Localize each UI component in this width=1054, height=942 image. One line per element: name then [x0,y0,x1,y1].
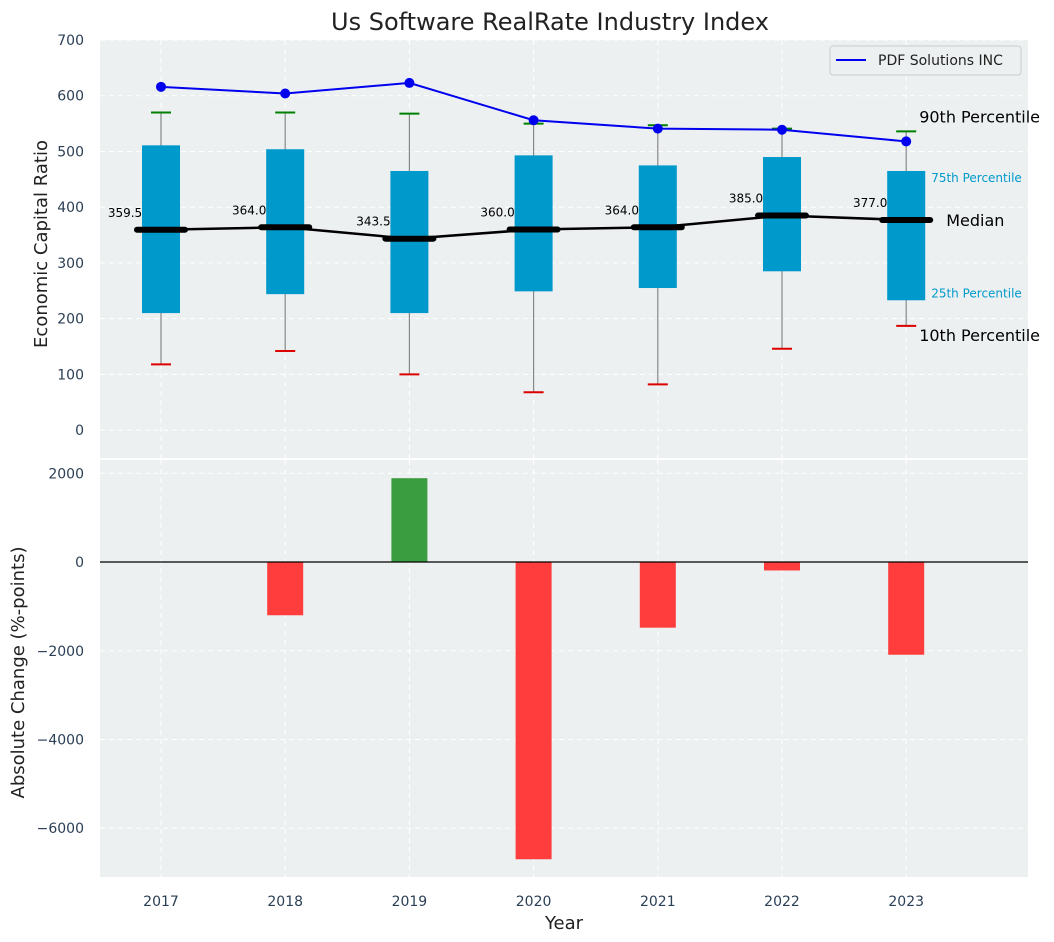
x-tick-label: 2022 [764,894,800,910]
legend-box [829,45,1022,76]
iqr-box [514,155,553,292]
x-ticks: 2017 2018 2019 2020 2021 2022 2023 [143,894,924,910]
top-y-tick-label: 700 [57,33,84,49]
bottom-y-tick-label: −6000 [37,821,84,837]
x-tick-label: 2020 [516,894,552,910]
top-y-tick-label: 100 [57,367,84,383]
company-point [404,77,415,88]
x-tick-label: 2021 [640,894,676,910]
legend: PDF Solutions INC [829,45,1022,76]
change-bar [267,562,304,616]
bottom-y-tick-label: 0 [75,555,84,571]
top-y-tick-label: 600 [57,89,84,105]
company-point [528,115,539,126]
iqr-box [266,149,305,295]
top-plot-background [100,40,1028,458]
change-bar [764,562,800,571]
bottom-y-tick-label: −2000 [37,644,84,660]
bottom-y-axis-label: Absolute Change (%-points) [8,547,29,799]
p75-annotation: 75th Percentile [931,171,1022,185]
top-y-tick-label: 500 [57,144,84,160]
change-bar [888,562,925,655]
bottom-panel: −6000 −4000 −2000 0 2000 2017 2018 2019 2020 202… [37,460,1028,910]
bottom-y-tick-label: −4000 [37,732,84,748]
p90-annotation: 90th Percentile [919,107,1040,126]
company-point [652,123,663,134]
median-value-label: 385.0 [729,192,763,206]
company-point [156,81,166,92]
company-series [156,77,912,147]
medians: 359.5 364.0 343.5 360.0 364.0 385.0 377.0 [108,192,934,242]
median-value-label: 377.0 [853,196,887,210]
top-panel: 0 100 200 300 400 500 600 700 359.5 364.0 343.5 36… [57,33,1040,460]
bottom-y-tick-label: 2000 [48,466,84,482]
top-y-ticks: 0 100 200 300 400 500 600 700 [57,33,84,439]
x-axis-label: Year [544,913,584,934]
top-y-tick-label: 300 [57,256,84,272]
median-value-label: 364.0 [232,203,266,217]
company-point [901,136,912,147]
median-value-label: 360.0 [480,205,514,219]
bottom-y-ticks: −6000 −4000 −2000 0 2000 [37,466,84,837]
change-bar [391,478,428,563]
median-value-label: 343.5 [356,215,390,229]
company-point [777,124,787,135]
p10-annotation: 10th Percentile [919,326,1040,345]
iqr-box [887,170,926,301]
change-bar [639,562,676,628]
median-value-label: 359.5 [108,206,142,220]
x-tick-label: 2023 [888,894,924,910]
iqr-box [390,170,429,314]
percentile-annotations: 90th Percentile 75th Percentile Median 25th… [919,107,1040,345]
top-y-tick-label: 0 [75,423,84,439]
median-annotation: Median [946,211,1004,230]
p25-annotation: 25th Percentile [931,286,1022,300]
chart-title: Us Software RealRate Industry Index [331,8,769,36]
change-bars [100,478,1028,860]
change-bar [515,562,552,860]
x-tick-label: 2019 [392,894,428,910]
bottom-plot-background [100,460,1028,877]
x-tick-label: 2018 [267,894,303,910]
median-value-label: 364.0 [605,203,639,217]
legend-label: PDF Solutions INC [878,53,1003,69]
top-y-tick-label: 200 [57,312,84,328]
x-tick-label: 2017 [143,894,179,910]
top-y-tick-label: 400 [57,200,84,216]
top-y-axis-label: Economic Capital Ratio [31,140,52,348]
company-point [280,88,291,99]
